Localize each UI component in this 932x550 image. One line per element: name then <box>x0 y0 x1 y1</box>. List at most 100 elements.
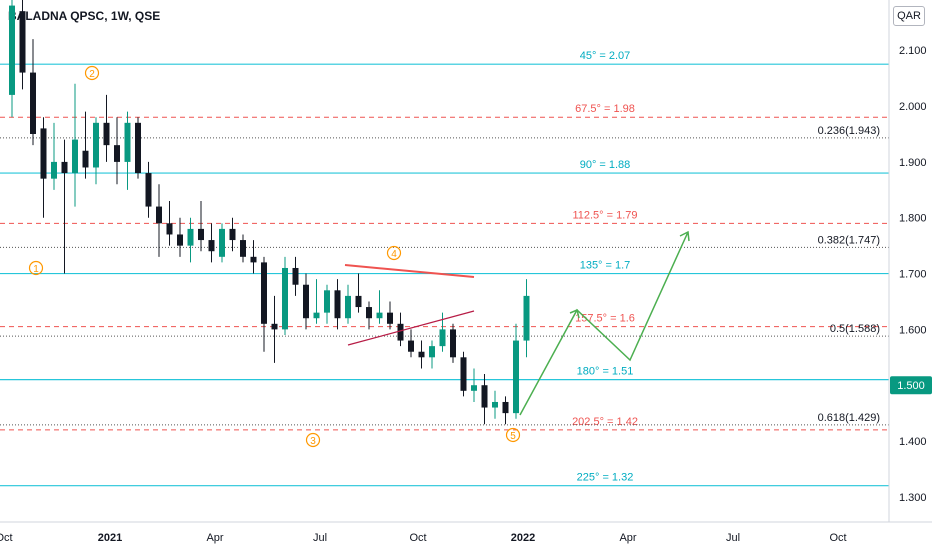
arrow-head <box>569 308 580 319</box>
candle-body <box>324 290 330 313</box>
candle-body <box>418 351 425 358</box>
wave-label: 4 <box>391 249 397 260</box>
candle-body <box>166 223 173 235</box>
gann-level-label: 202.5° = 1.42 <box>572 416 638 428</box>
candle-body <box>250 256 257 263</box>
x-tick-label: Apr <box>619 532 636 544</box>
candle-body <box>40 128 47 179</box>
drawings-layer: 1 2 3 4 5 <box>28 65 690 448</box>
candle-body <box>124 122 131 162</box>
x-tick-label: Oct <box>0 532 13 544</box>
candle-body <box>439 329 446 347</box>
candles-layer <box>9 0 530 425</box>
triangle-lower-line <box>347 310 475 346</box>
x-tick-label: Apr <box>206 532 223 544</box>
y-tick-label: 1.700 <box>899 269 927 281</box>
wave-label: 5 <box>510 431 516 442</box>
candle-body <box>355 295 362 308</box>
candle-body <box>187 228 194 246</box>
candle-body <box>82 150 89 168</box>
candle-body <box>219 228 225 257</box>
symbol-title: BALADNA QPSC, 1W, QSE <box>8 9 161 23</box>
y-tick-label: 1.800 <box>899 213 927 225</box>
candle-body <box>51 161 57 179</box>
candle-body <box>408 340 414 352</box>
last-price-tag <box>890 376 932 395</box>
candle-body <box>492 401 498 408</box>
candle-body <box>481 385 488 408</box>
candle-body <box>397 323 404 341</box>
y-tick-label: 2.100 <box>899 45 927 57</box>
y-tick-label: 1.300 <box>899 492 927 504</box>
y-tick-label: 1.900 <box>899 157 927 169</box>
y-tick-label: 2.000 <box>899 101 927 113</box>
wave-label: 1 <box>33 264 39 275</box>
candle-body <box>114 145 120 162</box>
candle-body <box>229 228 236 241</box>
gann-level-label: 180° = 1.51 <box>577 366 634 378</box>
candle-body <box>376 312 383 319</box>
candle-body <box>513 340 519 414</box>
levels-layer: 45° = 2.07 67.5° = 1.98 90° = 1.88 112.5° =… <box>0 50 889 487</box>
candle-body <box>345 295 351 319</box>
candle-body <box>9 5 15 95</box>
wave-label-circle <box>305 432 321 448</box>
gann-level-label: 225° = 1.32 <box>577 472 634 484</box>
fib-level-label: 0.382(1.747) <box>818 234 880 246</box>
gann-level-label: 67.5° = 1.98 <box>575 103 635 115</box>
currency-button[interactable]: QAR <box>893 6 925 26</box>
candle-body <box>135 122 141 174</box>
last-price-label: 1.500 <box>897 380 925 392</box>
wave-label-circle <box>28 260 44 276</box>
gann-level-label: 135° = 1.7 <box>580 260 631 272</box>
candle-body <box>313 312 320 319</box>
candle-body <box>61 161 68 174</box>
candle-body <box>93 122 99 168</box>
candle-body <box>198 228 204 241</box>
wave-label-circle <box>84 65 100 81</box>
candle-body <box>523 295 530 341</box>
x-tick-label: Jul <box>726 532 740 544</box>
gann-level-label: 45° = 2.07 <box>580 50 631 62</box>
x-tick-label: Jul <box>313 532 327 544</box>
x-tick-label: 2021 <box>98 532 122 544</box>
wave-label: 2 <box>89 69 95 80</box>
projection-arrow <box>519 231 689 416</box>
candle-body <box>366 307 372 319</box>
candle-body <box>240 240 246 257</box>
x-tick-label: 2022 <box>511 532 535 544</box>
x-tick-label: Oct <box>829 532 846 544</box>
candle-body <box>460 357 467 391</box>
x-tick-label: Oct <box>409 532 426 544</box>
wave-label-circle <box>386 245 402 261</box>
candle-body <box>72 139 78 174</box>
candle-body <box>303 284 309 319</box>
wave-label: 3 <box>310 436 316 447</box>
candle-body <box>282 267 288 330</box>
candle-body <box>271 323 278 330</box>
fib-level-label: 0.618(1.429) <box>818 412 880 424</box>
candle-body <box>261 262 267 324</box>
candle-body <box>156 206 162 224</box>
candle-body <box>208 240 215 252</box>
candle-body <box>177 234 183 246</box>
candle-body <box>334 290 341 319</box>
candle-body <box>103 122 110 146</box>
y-tick-label: 1.600 <box>899 324 927 336</box>
candle-body <box>145 173 152 207</box>
candle-body <box>471 385 477 391</box>
candle-body <box>450 329 456 358</box>
candle-body <box>502 401 509 414</box>
gann-level-label: 112.5° = 1.79 <box>572 209 637 221</box>
fib-level-label: 0.5(1.588) <box>830 323 880 335</box>
arrow-head <box>679 230 690 242</box>
triangle-upper-line <box>344 264 475 278</box>
fib-level-label: 0.236(1.943) <box>818 125 880 137</box>
gann-level-label: 90° = 1.88 <box>580 159 631 171</box>
candle-body <box>429 346 435 358</box>
candle-body <box>30 72 36 134</box>
wave-label-circle <box>505 427 521 443</box>
candle-body <box>292 267 299 285</box>
